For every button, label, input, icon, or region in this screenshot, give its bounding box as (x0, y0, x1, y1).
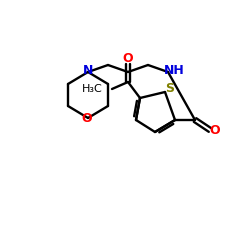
Text: O: O (210, 124, 220, 138)
Text: H₃C: H₃C (82, 84, 103, 94)
Text: O: O (82, 112, 92, 126)
Text: N: N (83, 64, 93, 78)
Text: NH: NH (164, 64, 184, 76)
Text: S: S (166, 82, 174, 94)
Text: O: O (123, 52, 133, 66)
